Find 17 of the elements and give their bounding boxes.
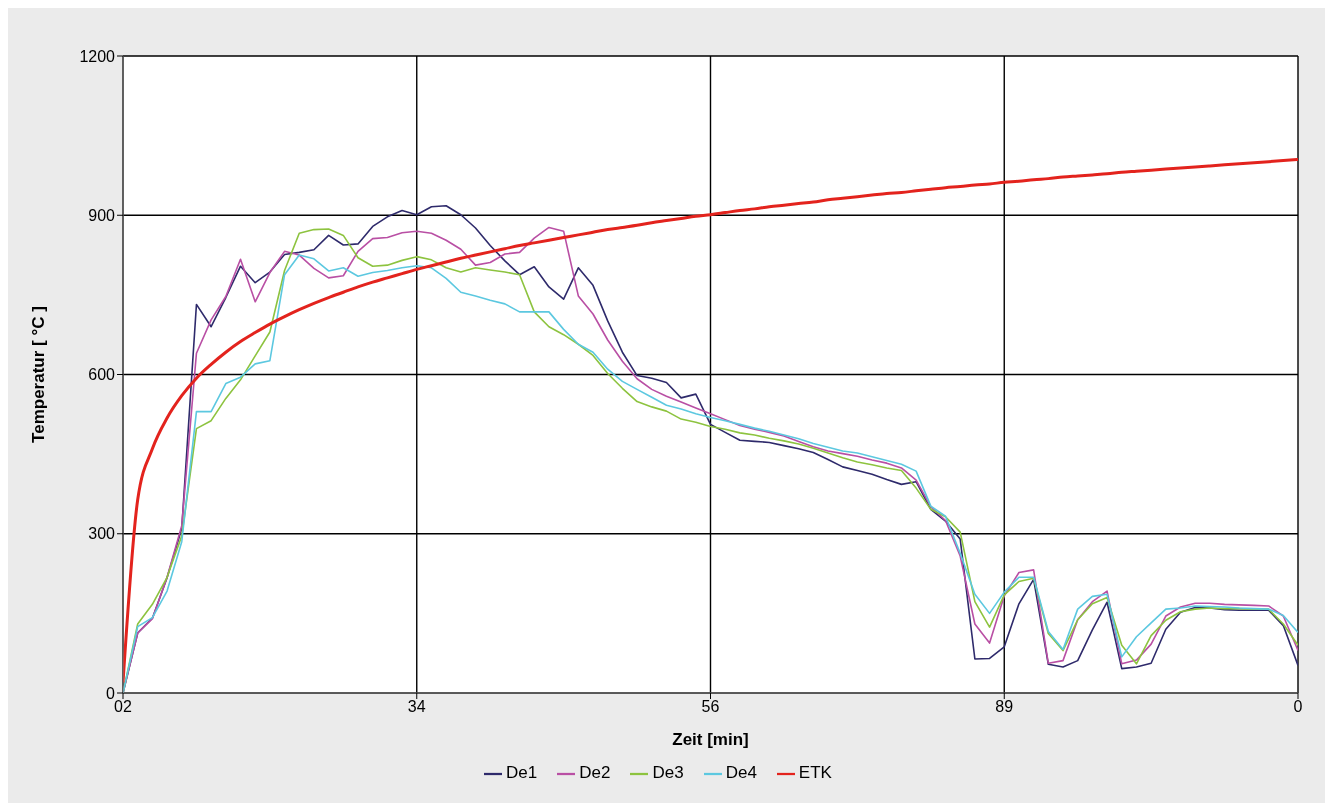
x-axis-title: Zeit [min] bbox=[672, 730, 749, 749]
legend-label: De4 bbox=[725, 763, 757, 782]
y-tick-label: 1200 bbox=[79, 47, 116, 65]
y-tick-label: 0 bbox=[106, 684, 116, 702]
x-tick-label: 89 bbox=[995, 698, 1014, 716]
y-tick-label: 900 bbox=[88, 206, 116, 224]
y-tick-label: 600 bbox=[88, 366, 116, 384]
x-tick-label: 34 bbox=[407, 698, 426, 716]
legend-label: De1 bbox=[506, 763, 538, 782]
legend-label: De2 bbox=[579, 763, 611, 782]
legend-label: ETK bbox=[798, 763, 832, 782]
x-tick-label: 56 bbox=[701, 698, 720, 716]
legend-label: De3 bbox=[652, 763, 684, 782]
x-tick-label: 0 bbox=[1293, 698, 1303, 716]
y-axis-title: Temperatur [ °C ] bbox=[29, 306, 49, 443]
x-tick-label: 02 bbox=[114, 698, 132, 716]
y-tick-label: 300 bbox=[88, 525, 116, 543]
